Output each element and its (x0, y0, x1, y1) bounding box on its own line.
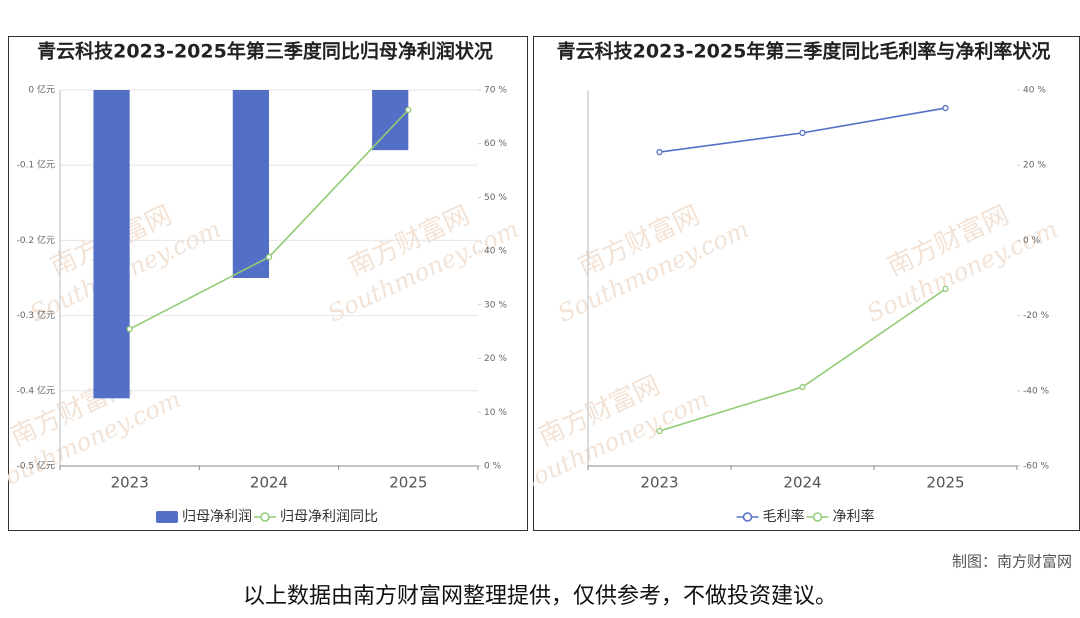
y2-tick-label: 50 % (484, 193, 507, 203)
y2-tick-label: 40 % (484, 247, 507, 257)
y2-tick-label: 0 % (484, 462, 502, 472)
bar (232, 90, 269, 278)
bar (93, 90, 130, 399)
chart-title: 青云科技2023-2025年第三季度同比毛利率与净利率状况 (557, 40, 1051, 63)
point (799, 383, 806, 391)
x-tick-label: 2025 (389, 474, 427, 492)
y-tick-label: -0.1 亿元 (17, 159, 55, 171)
y2-tick-label: 20 % (484, 354, 507, 364)
y2-tick-label: 70 % (484, 86, 507, 96)
y2-tick-label: 40 % (1023, 86, 1046, 96)
y-tick-label: -0.4 亿元 (17, 384, 55, 396)
panel-border (8, 36, 528, 531)
x-tick-label: 2025 (926, 474, 964, 492)
chart-title: 青云科技2023-2025年第三季度同比归母净利润状况 (37, 40, 493, 63)
point (656, 427, 663, 435)
legend-swatch (812, 512, 823, 522)
point (405, 106, 412, 114)
legend-label: 归母净利润同比 (280, 508, 378, 525)
point (942, 285, 949, 293)
legend-swatch (742, 512, 753, 522)
disclaimer: 以上数据由南方财富网整理提供，仅供参考，不做投资建议。 (243, 584, 837, 609)
point (265, 253, 273, 261)
x-tick-label: 2024 (250, 474, 288, 492)
bar (372, 90, 409, 151)
y2-tick-label: -60 % (1023, 462, 1050, 472)
x-tick-label: 2023 (640, 474, 678, 492)
legend-swatch (260, 512, 270, 522)
y2-tick-label: -20 % (1023, 311, 1050, 321)
x-tick-label: 2024 (783, 474, 821, 492)
y2-tick-label: 60 % (484, 139, 507, 149)
legend-swatch (156, 511, 178, 523)
y-tick-label: -0.2 亿元 (17, 234, 55, 246)
x-tick-label: 2023 (111, 474, 149, 492)
legend-label: 净利率 (833, 508, 875, 525)
point (126, 325, 133, 333)
point (942, 104, 949, 112)
credit: 制图：南方财富网 (952, 553, 1072, 571)
y2-tick-label: 20 % (1023, 161, 1046, 171)
chart-panel: 南方财富网Southmoney.com南方财富网Southmoney.com南方… (8, 36, 528, 531)
legend-label: 归母净利润 (182, 508, 252, 525)
y2-tick-label: 10 % (484, 408, 507, 418)
y-tick-label: -0.3 亿元 (17, 309, 55, 321)
y-tick-label: 0 亿元 (28, 84, 55, 96)
point (799, 129, 806, 137)
point (656, 148, 663, 156)
y2-tick-label: 0 % (1023, 236, 1041, 246)
y2-tick-label: 30 % (484, 300, 507, 310)
y-tick-label: -0.5 亿元 (17, 460, 55, 472)
legend-label: 毛利率 (763, 508, 805, 525)
y2-tick-label: -40 % (1023, 386, 1050, 396)
